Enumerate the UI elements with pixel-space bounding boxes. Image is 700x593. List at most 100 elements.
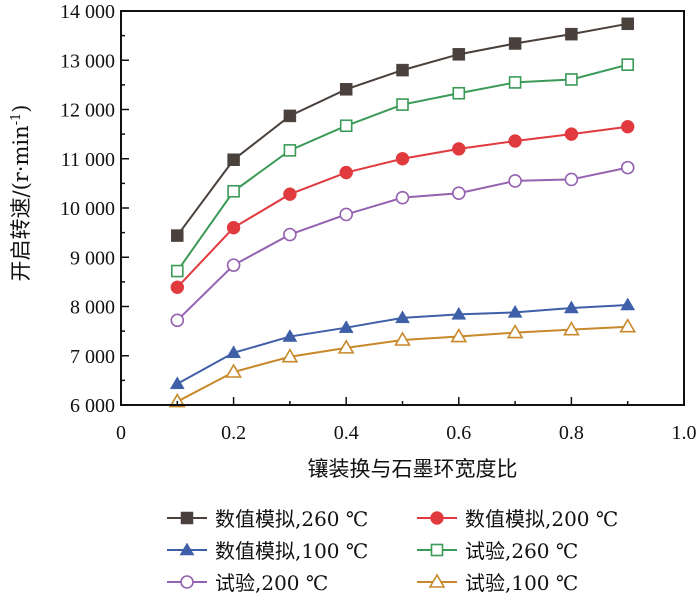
data-point [283,109,297,123]
series-4 [171,58,635,278]
y-tick-label: 6 000 [70,395,115,417]
data-point [395,152,410,166]
series-line [176,166,628,322]
legend-marker [179,542,195,556]
data-point [227,153,240,166]
legend-item: 试验,200 ℃ [167,571,328,593]
data-point [621,17,634,31]
data-point [395,310,410,324]
data-point [396,63,409,77]
legend-label: 数值模拟,200 ℃ [465,507,618,531]
y-axis-title-sup: -1 [9,113,24,126]
plot-marks [168,17,637,408]
y-axis-title: 开启转速/(r·min-1) [9,104,33,281]
data-point [339,83,353,96]
legend-marker [430,543,444,557]
data-point [339,207,354,222]
data-point [227,184,240,198]
data-point [395,190,410,205]
data-point [170,280,185,295]
data-point [339,119,353,133]
series-1 [171,17,634,242]
data-point [171,229,184,242]
data-point [508,134,522,148]
data-point [508,76,522,89]
legend-label: 数值模拟,100 ℃ [215,539,368,563]
data-point [506,324,524,339]
legend-marker [430,511,444,525]
x-tick-label: 0.8 [559,422,584,444]
x-axis: 0 0.2 0.4 0.6 0.8 1.0 [116,397,697,444]
x-tick-label: 0.6 [446,422,471,444]
data-point [283,187,297,201]
data-point [620,160,635,175]
y-tick-label: 14 000 [60,1,115,23]
data-point [452,48,466,61]
legend-label: 试验,200 ℃ [215,571,328,593]
data-point [451,186,466,201]
data-point [170,313,185,328]
data-point [508,37,522,50]
series-3 [169,297,636,390]
y-axis-title-main: 开启转速/(r·min [9,125,33,281]
y-tick-label: 12 000 [60,100,115,122]
x-axis-title: 镶装换与石墨环宽度比 [308,457,518,481]
data-point [171,264,184,278]
data-point [450,327,468,343]
y-tick-label: 10 000 [60,198,115,220]
data-point [452,86,466,100]
data-point [283,144,297,157]
data-point [620,297,636,311]
legend-item: 数值模拟,100 ℃ [167,539,368,563]
data-point [452,142,466,156]
data-point [394,331,411,346]
legend-item: 试验,100 ℃ [417,571,578,593]
y-axis-title-close: ) [9,104,33,112]
data-point [508,174,522,188]
legend-marker [180,511,194,525]
y-tick-label: 11 000 [61,149,115,171]
data-point [169,376,185,390]
data-point [226,345,242,359]
data-point [168,392,186,408]
data-point [337,339,355,354]
y-tick-label: 7 000 [70,346,115,368]
data-point [507,304,523,318]
legend-marker [180,575,194,589]
data-point [396,98,409,111]
y-tick-label: 9 000 [70,247,115,269]
legend-marker [428,573,446,588]
series-line [176,63,628,272]
legend-item: 数值模拟,260 ℃ [167,507,368,531]
data-point [226,220,241,235]
legend-label: 数值模拟,260 ℃ [215,507,368,531]
data-point [564,172,579,187]
data-point [338,320,354,333]
data-point [563,321,580,336]
y-tick-label: 8 000 [70,297,115,319]
legend-item: 数值模拟,200 ℃ [417,507,618,531]
legend-label: 试验,260 ℃ [465,539,578,563]
data-point [225,363,242,378]
data-point [564,127,579,141]
series-6 [168,318,637,408]
data-point [621,58,635,71]
data-point [565,73,578,86]
x-tick-label: 0.4 [334,422,359,444]
x-tick-label: 0 [116,422,126,444]
series-2 [170,119,635,295]
data-point [339,165,353,180]
data-point [283,227,297,242]
x-tick-label: 1.0 [672,422,697,444]
legend-label: 试验,100 ℃ [465,571,578,593]
data-point [565,27,578,41]
data-point [620,119,635,134]
legend-item: 试验,260 ℃ [417,539,578,563]
data-point [563,300,579,314]
data-point [451,306,467,320]
y-axis: 6 000 7 000 8 000 9 000 10 000 11 000 12 000 13… [60,1,129,417]
y-tick-label: 13 000 [60,50,115,72]
data-point [226,258,241,272]
x-tick-label: 0.2 [221,422,246,444]
